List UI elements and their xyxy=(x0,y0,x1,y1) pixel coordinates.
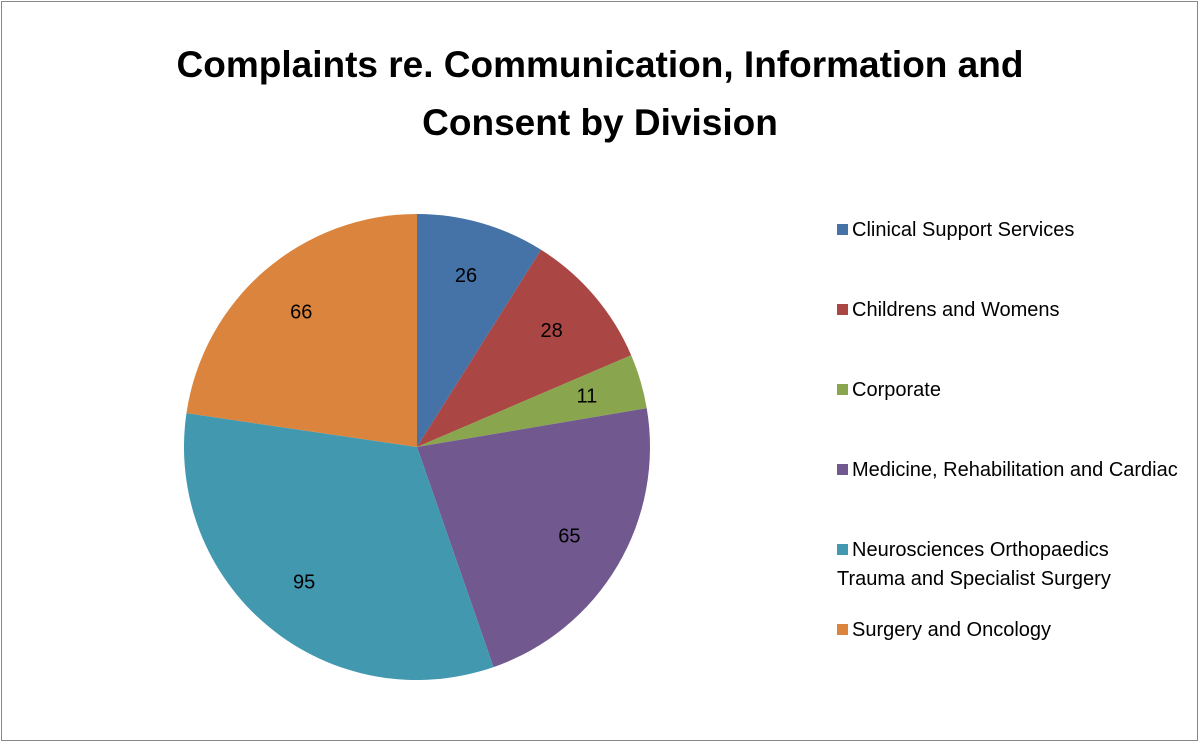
legend-swatch xyxy=(837,224,848,235)
data-label: 28 xyxy=(540,320,562,342)
legend-label: Neurosciences Orthopaedics Trauma and Sp… xyxy=(837,539,1111,590)
data-label: 95 xyxy=(293,572,315,594)
data-label: 11 xyxy=(576,385,597,407)
legend-swatch xyxy=(837,464,848,475)
legend-item: Corporate xyxy=(837,376,1182,405)
pie-slice xyxy=(417,408,650,668)
data-label: 26 xyxy=(455,265,477,287)
legend-item: Clinical Support Services xyxy=(837,216,1182,245)
legend-label: Clinical Support Services xyxy=(852,219,1075,241)
legend-item: Medicine, Rehabilitation and Cardiac xyxy=(837,456,1182,485)
legend-swatch xyxy=(837,384,848,395)
legend-swatch xyxy=(837,304,848,315)
pie-slice xyxy=(417,214,542,447)
data-label: 66 xyxy=(290,301,312,323)
chart-title: Complaints re. Communication, Informatio… xyxy=(176,44,1024,143)
legend-item: Childrens and Womens xyxy=(837,296,1182,325)
legend-label: Corporate xyxy=(852,379,941,401)
legend-label: Childrens and Womens xyxy=(852,299,1060,321)
pie-slice xyxy=(183,413,494,680)
legend-item: Surgery and Oncology xyxy=(837,616,1182,645)
legend-swatch xyxy=(837,544,848,555)
pie-slice xyxy=(417,355,647,447)
pie-slice xyxy=(417,249,632,447)
legend-item: Neurosciences Orthopaedics Trauma and Sp… xyxy=(837,536,1182,594)
legend-label: Surgery and Oncology xyxy=(852,619,1052,641)
pie-slice xyxy=(186,214,417,447)
legend-swatch xyxy=(837,624,848,635)
data-label: 65 xyxy=(558,525,580,547)
legend-label: Medicine, Rehabilitation and Cardiac xyxy=(852,459,1178,481)
